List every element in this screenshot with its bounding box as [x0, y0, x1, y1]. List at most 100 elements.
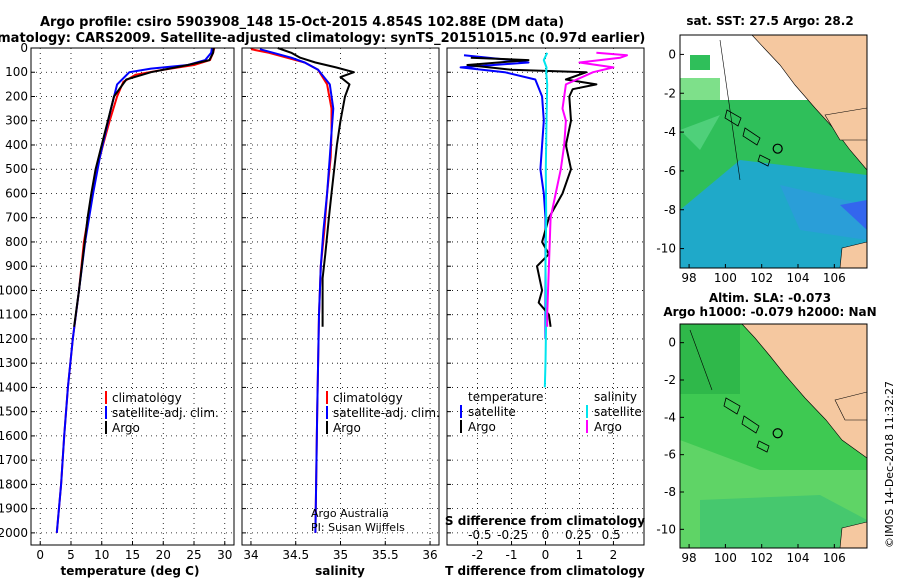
sla-ocean-patch	[680, 324, 740, 394]
sla-map-title: Altim. SLA: -0.073	[709, 291, 831, 305]
sst-map-frame	[679, 34, 868, 269]
x-tick-label: 36	[422, 548, 437, 562]
sst-island-sipura	[742, 127, 761, 146]
sla-argo-position-marker	[772, 428, 783, 439]
map-longitude-label: 104	[787, 551, 810, 565]
y-tick-label: 1500	[0, 405, 28, 419]
map-latitude-label: -4	[664, 125, 676, 139]
map-latitude-label: -8	[664, 485, 676, 499]
y-tick-label: 1800	[0, 477, 28, 491]
y-tick-label: 200	[5, 89, 28, 103]
x-tick-label: 2	[610, 548, 618, 562]
map-latitude-label: -2	[664, 373, 676, 387]
y-tick-label: 1200	[0, 332, 28, 346]
map-latitude-label: -6	[664, 448, 676, 462]
series-line-s-satellite	[542, 52, 549, 388]
sla-ocean-patch	[700, 495, 867, 548]
map-longitude-label: 106	[823, 551, 846, 565]
s-diff-tick-label: 0.25	[565, 528, 592, 542]
series-line-satellite-adj-clim-	[259, 48, 335, 533]
sst-land-sumatra-coast	[824, 107, 867, 141]
y-tick-label: 1400	[0, 380, 28, 394]
sst-ocean-patch	[680, 115, 720, 150]
y-tick-label: 1700	[0, 453, 28, 467]
sst-map-field	[680, 35, 867, 268]
sst-latitude-ticks: 0 -2 -4 -6 -8 -10	[656, 47, 684, 256]
x-tick-label: 35.5	[372, 548, 399, 562]
map-latitude-label: 0	[668, 47, 676, 61]
sst-cold-water	[840, 200, 867, 230]
difference-grid	[447, 47, 644, 545]
map-latitude-label: 0	[668, 336, 676, 350]
watermark: ©IMOS 14-Dec-2018 11:32:27	[883, 381, 896, 548]
temperature-grid	[31, 47, 234, 545]
map-longitude-label: 100	[714, 271, 737, 285]
s-diff-tick-label: -0.25	[497, 528, 528, 542]
map-longitude-label: 104	[787, 271, 810, 285]
series-line-argo	[277, 47, 355, 327]
y-tick-label: 300	[5, 114, 28, 128]
map-longitude-label: 98	[681, 271, 696, 285]
series-line-climatology	[55, 47, 216, 533]
map-longitude-label: 98	[681, 551, 696, 565]
y-tick-label: 400	[5, 138, 28, 152]
legend-s-argo-label: Argo	[594, 420, 622, 434]
y-tick-label: 700	[5, 211, 28, 225]
sla-track-line	[689, 329, 713, 391]
map-longitude-label: 102	[750, 271, 773, 285]
y-tick-label: 100	[5, 65, 28, 79]
sla-land-sumatra	[680, 324, 867, 459]
map-latitude-label: -4	[664, 410, 676, 424]
sst-ocean-patch	[690, 55, 710, 70]
map-latitude-label: -6	[664, 164, 676, 178]
legend-climatology-label: climatology	[112, 391, 182, 405]
y-tick-label: 1900	[0, 502, 28, 516]
legend-s-satellite-label: satellite	[594, 405, 642, 419]
temperature-ticks: 0 5 10 15 20 25 30	[36, 548, 232, 562]
y-tick-label: 1300	[0, 356, 28, 370]
s-diff-tick-label: 0.5	[602, 528, 621, 542]
x-tick-label: -1	[506, 548, 518, 562]
sst-cool-water	[780, 185, 867, 240]
x-tick-label: 34.5	[282, 548, 309, 562]
sst-ocean-patch	[680, 78, 720, 100]
x-tick-label: -2	[472, 548, 484, 562]
sla-island-pagai	[756, 440, 770, 453]
legend-t-argo-label: Argo	[468, 420, 496, 434]
t-difference-ticks: -2 -1 0 1 2	[472, 548, 618, 562]
series-line-s-argo	[546, 51, 628, 327]
y-tick-label: 600	[5, 186, 28, 200]
temperature-panel: 0100200300400500600700800900100011001200…	[0, 41, 235, 578]
salinity-xlabel: salinity	[315, 564, 365, 578]
sla-map-subtitle: Argo h1000: -0.079 h2000: NaN	[663, 305, 876, 319]
legend-t-satellite-label: satellite	[468, 405, 516, 419]
y-tick-label: 500	[5, 162, 28, 176]
temperature-legend: climatology satellite-adj. clim. Argo	[105, 391, 219, 435]
x-tick-label: 34	[243, 548, 258, 562]
temperature-series	[55, 47, 216, 533]
depth-ticks: 0 100 200 300 400 500 600 700 800 900 1000 1100 1200…	[0, 41, 28, 540]
s-difference-ticks: -0.5 -0.25 0 0.25 0.5	[468, 528, 621, 542]
x-tick-label: 1	[576, 548, 584, 562]
sst-map: sat. SST: 27.5 Argo: 28.2 98 100 102 104 106…	[656, 14, 868, 285]
map-latitude-label: -10	[656, 242, 676, 256]
y-tick-label: 800	[5, 235, 28, 249]
series-line-satellite-adj-clim-	[55, 47, 213, 533]
y-tick-label: 1000	[0, 283, 28, 297]
sst-map-title: sat. SST: 27.5 Argo: 28.2	[686, 14, 853, 28]
x-tick-label: 15	[125, 548, 140, 562]
sla-longitude-ticks: 98 100 102 104 106	[681, 544, 846, 565]
sla-land-java	[839, 521, 867, 548]
x-tick-label: 20	[156, 548, 171, 562]
salinity-legend: climatology satellite-adj. clim. Argo	[326, 391, 440, 435]
series-line-argo	[73, 47, 215, 327]
map-longitude-label: 100	[714, 551, 737, 565]
salinity-ticks: 34 34.5 35 35.5 36	[243, 548, 437, 562]
sla-island-sipura	[741, 415, 760, 434]
sst-longitude-ticks: 98 100 102 104 106	[681, 264, 846, 285]
y-tick-label: 1600	[0, 429, 28, 443]
sst-track-line	[719, 39, 741, 181]
legend-temperature-heading: temperature	[468, 390, 543, 404]
x-tick-label: 10	[94, 548, 109, 562]
